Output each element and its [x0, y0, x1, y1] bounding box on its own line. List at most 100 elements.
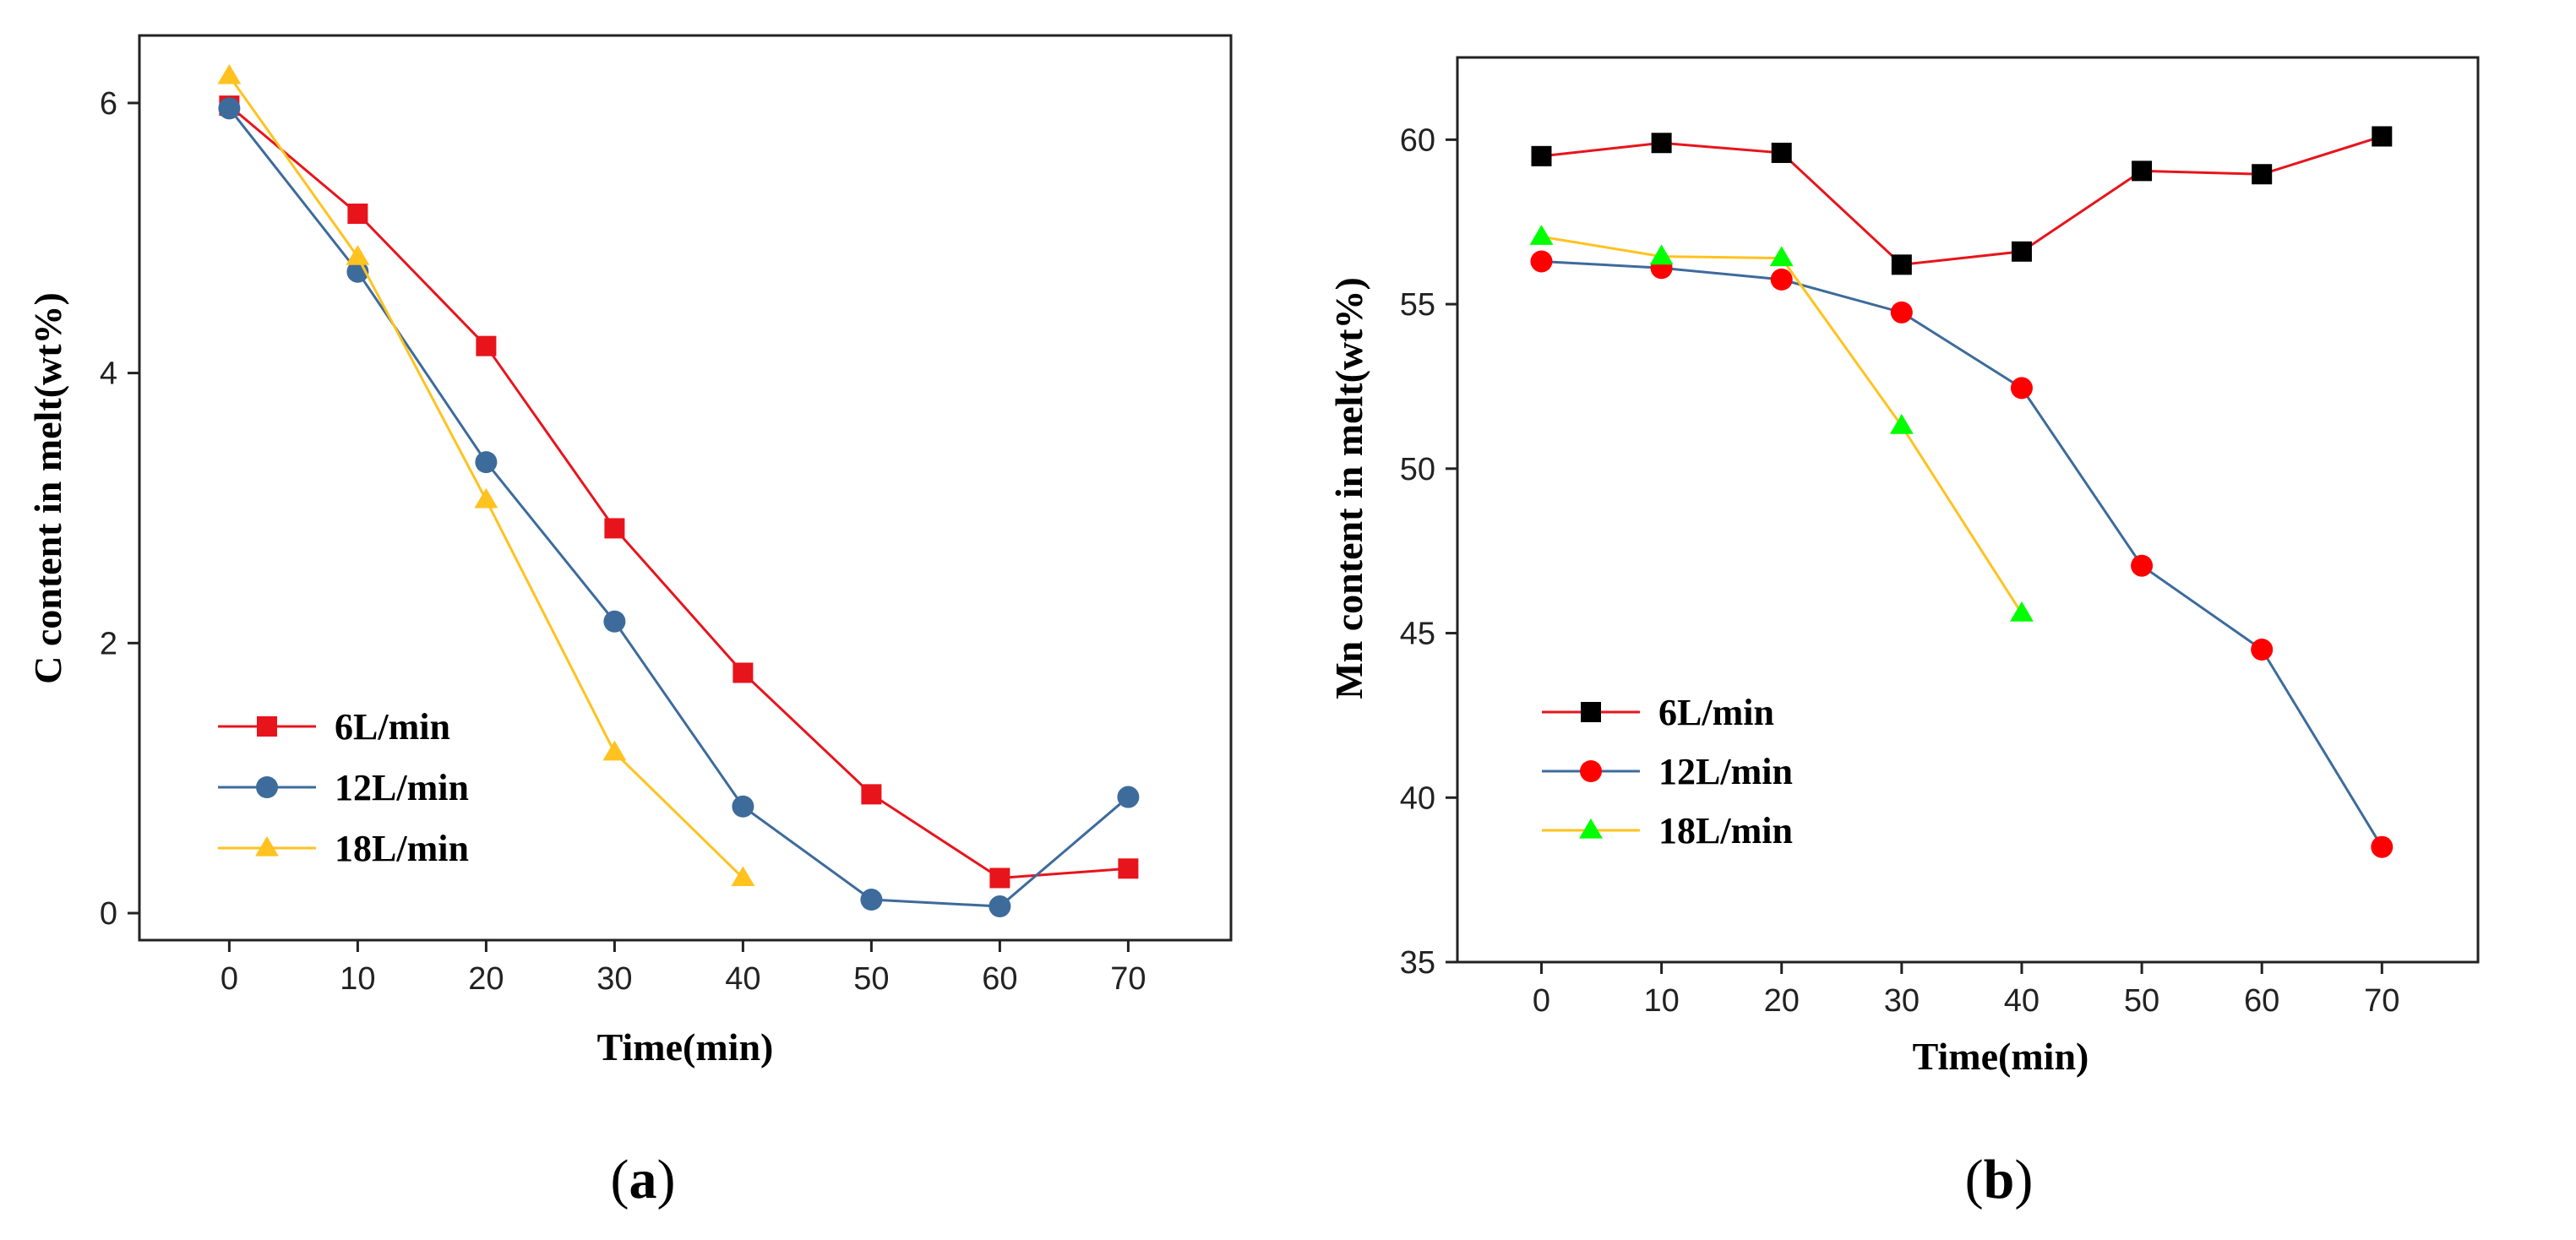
- x-tick-label: 50: [853, 961, 889, 997]
- data-point: [988, 895, 1011, 918]
- data-point: [1890, 301, 1913, 324]
- x-tick-label: 10: [340, 961, 375, 997]
- data-point: [347, 204, 368, 225]
- series-line: [228, 104, 1129, 880]
- data-point: [2251, 639, 2274, 661]
- series-18lmin: [217, 63, 755, 887]
- x-tick-label: 0: [1533, 983, 1550, 1019]
- legend-marker: [255, 835, 279, 857]
- data-point: [1531, 145, 1552, 166]
- y-tick-label: 55: [1400, 287, 1435, 323]
- legend-label: 18L/min: [335, 828, 469, 869]
- data-point: [602, 740, 627, 761]
- data-point: [2132, 160, 2153, 182]
- data-point: [604, 518, 625, 539]
- data-point: [1769, 246, 1794, 267]
- legend-marker: [256, 776, 278, 798]
- series-12lmin: [218, 97, 1140, 918]
- data-point: [2372, 126, 2393, 147]
- x-tick-label: 20: [1764, 983, 1800, 1019]
- series-6lmin: [1531, 126, 2393, 275]
- data-point: [475, 451, 498, 474]
- data-point: [474, 487, 498, 509]
- plot-frame-a: [138, 34, 1233, 942]
- legend-marker: [1579, 818, 1603, 839]
- x-tick-label: 30: [1884, 983, 1920, 1019]
- y-tick-label: 0: [100, 896, 117, 932]
- x-tick-label: 60: [2244, 983, 2279, 1019]
- panel-label-a: (a): [611, 1149, 676, 1210]
- data-point: [1117, 786, 1140, 808]
- panel-label-b: (b): [1965, 1149, 2034, 1210]
- legend-marker: [257, 716, 277, 737]
- data-point: [1770, 268, 1793, 291]
- x-axis-title-b: Time(min): [1913, 1035, 2089, 1078]
- y-tick-label: 60: [1400, 122, 1435, 158]
- data-point: [1651, 133, 1672, 154]
- data-point: [603, 610, 626, 633]
- data-point: [218, 97, 241, 120]
- legend-label: 12L/min: [1658, 751, 1793, 792]
- y-tick-label: 6: [100, 86, 117, 122]
- data-point: [732, 795, 754, 818]
- series-line: [228, 75, 744, 879]
- series-line: [1541, 235, 2023, 614]
- data-point: [346, 245, 370, 265]
- data-point: [989, 867, 1010, 889]
- x-tick-label: 20: [468, 961, 504, 997]
- data-point: [1889, 414, 1914, 434]
- y-axis-title-a: C content in melt(wt%): [26, 292, 69, 684]
- data-point: [476, 335, 497, 356]
- plot-frame-b: [1456, 56, 2480, 964]
- series-12lmin: [1530, 250, 2394, 858]
- y-tick-label: 45: [1400, 617, 1435, 652]
- series-line: [1541, 135, 2383, 266]
- data-point: [2011, 241, 2032, 262]
- chart-panel-a: 0 10 20 30 40 50 60 70 0 2 4 6 6L/min 12L/min 18L/min…: [26, 34, 1233, 1210]
- data-point: [2010, 377, 2033, 400]
- data-point: [2131, 554, 2154, 577]
- x-tick-label: 0: [221, 961, 238, 997]
- y-tick-label: 40: [1400, 780, 1435, 816]
- x-tick-label: 40: [725, 961, 760, 997]
- data-point: [1529, 225, 1554, 245]
- legend: 6L/min 12L/min 18L/min: [1542, 692, 1793, 851]
- data-point: [217, 63, 242, 84]
- legend-label: 18L/min: [1658, 810, 1793, 851]
- x-tick-label: 40: [2004, 983, 2040, 1019]
- data-point: [1891, 254, 1912, 275]
- x-axis-title-a: Time(min): [597, 1025, 774, 1069]
- data-point: [1530, 250, 1553, 273]
- data-point: [860, 889, 883, 911]
- legend: 6L/min 12L/min 18L/min: [218, 706, 469, 869]
- legend-marker: [1581, 702, 1601, 722]
- x-tick-label: 70: [2364, 983, 2399, 1019]
- legend-label: 12L/min: [335, 767, 469, 808]
- y-tick-label: 50: [1400, 452, 1435, 487]
- series-line: [228, 107, 1130, 908]
- legend-marker: [1580, 760, 1602, 782]
- data-point: [861, 784, 882, 805]
- x-tick-label: 60: [982, 961, 1017, 997]
- series-18lmin: [1529, 225, 2034, 622]
- y-tick-label: 4: [100, 356, 117, 392]
- y-tick-label: 35: [1400, 945, 1435, 981]
- data-point: [1649, 244, 1674, 265]
- data-point: [2252, 164, 2273, 185]
- data-point: [731, 866, 755, 887]
- data-point: [2371, 835, 2394, 858]
- x-tick-label: 30: [596, 961, 632, 997]
- legend-label: 6L/min: [1658, 692, 1774, 733]
- data-point: [1771, 142, 1792, 163]
- y-axis-title-b: Mn content in melt(wt%): [1327, 277, 1370, 699]
- data-point: [732, 662, 754, 683]
- data-point: [1118, 858, 1139, 879]
- chart-panel-b: 0 10 20 30 40 50 60 70 35 40 45 50 55 60 6L/min 12L/mi…: [1327, 56, 2480, 1210]
- x-tick-label: 70: [1110, 961, 1146, 997]
- y-tick-label: 2: [100, 626, 117, 661]
- data-point: [2010, 601, 2034, 622]
- series-line: [1541, 259, 2383, 848]
- x-tick-label: 50: [2124, 983, 2159, 1019]
- x-tick-label: 10: [1643, 983, 1679, 1019]
